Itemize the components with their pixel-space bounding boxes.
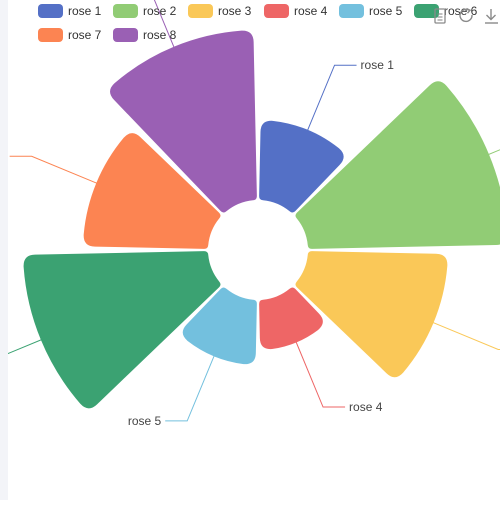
legend-label: rose 7: [68, 28, 102, 42]
legend-swatch: [113, 4, 138, 18]
save-image-icon[interactable]: [485, 9, 498, 24]
rose-slice-2[interactable]: [295, 81, 500, 249]
legend-label: rose 3: [218, 4, 252, 18]
leader-line-4: [292, 334, 346, 408]
slice-label-1: rose 1: [361, 58, 395, 72]
legend-item-1[interactable]: rose 1: [38, 4, 102, 18]
leader-line-7: [9, 155, 104, 187]
legend-item-6[interactable]: rose 6: [414, 4, 478, 18]
legend-item-2[interactable]: rose 2: [113, 4, 177, 18]
toolbox: [434, 7, 498, 24]
legend-item-5[interactable]: rose 5: [339, 4, 403, 18]
label-leaders-group: rose 1 rose 4 rose 5 rose 8: [0, 0, 500, 428]
restore-icon[interactable]: [459, 7, 473, 23]
left-edge-strip: [0, 0, 8, 500]
legend-swatch: [38, 28, 63, 42]
legend-label: rose 5: [369, 4, 403, 18]
legend: rose 1 rose 2 rose 3 rose 4 rose 5 rose 6 rose…: [38, 4, 478, 42]
rose-slice-7[interactable]: [83, 133, 221, 249]
legend-swatch: [414, 4, 439, 18]
leader-line-6: [0, 336, 49, 358]
legend-label: rose 6: [444, 4, 478, 18]
legend-label: rose 4: [294, 4, 328, 18]
legend-label: rose 8: [143, 28, 177, 42]
legend-item-4[interactable]: rose 4: [264, 4, 328, 18]
rose-slice-4[interactable]: [259, 287, 323, 350]
legend-label: rose 1: [68, 4, 102, 18]
slice-label-4: rose 4: [349, 400, 383, 414]
legend-label: rose 2: [143, 4, 177, 18]
leader-line-3: [425, 319, 500, 350]
legend-swatch: [38, 4, 63, 18]
legend-item-8[interactable]: rose 8: [113, 28, 177, 42]
slices-group: [23, 30, 500, 409]
legend-swatch: [188, 4, 213, 18]
legend-item-7[interactable]: rose 7: [38, 28, 102, 42]
rose-slice-3[interactable]: [295, 251, 448, 378]
rose-slice-5[interactable]: [182, 287, 257, 365]
legend-swatch: [339, 4, 364, 18]
rose-slice-8[interactable]: [110, 30, 257, 213]
leader-line-5: [165, 348, 218, 422]
legend-swatch: [264, 4, 289, 18]
legend-swatch: [113, 28, 138, 42]
legend-item-3[interactable]: rose 3: [188, 4, 252, 18]
slice-label-5: rose 5: [128, 414, 162, 428]
rose-slice-1[interactable]: [259, 120, 344, 213]
data-view-icon[interactable]: [434, 8, 446, 24]
leader-line-8: [153, 0, 178, 55]
rose-slice-6[interactable]: [23, 251, 221, 409]
leader-line-1: [304, 64, 357, 138]
